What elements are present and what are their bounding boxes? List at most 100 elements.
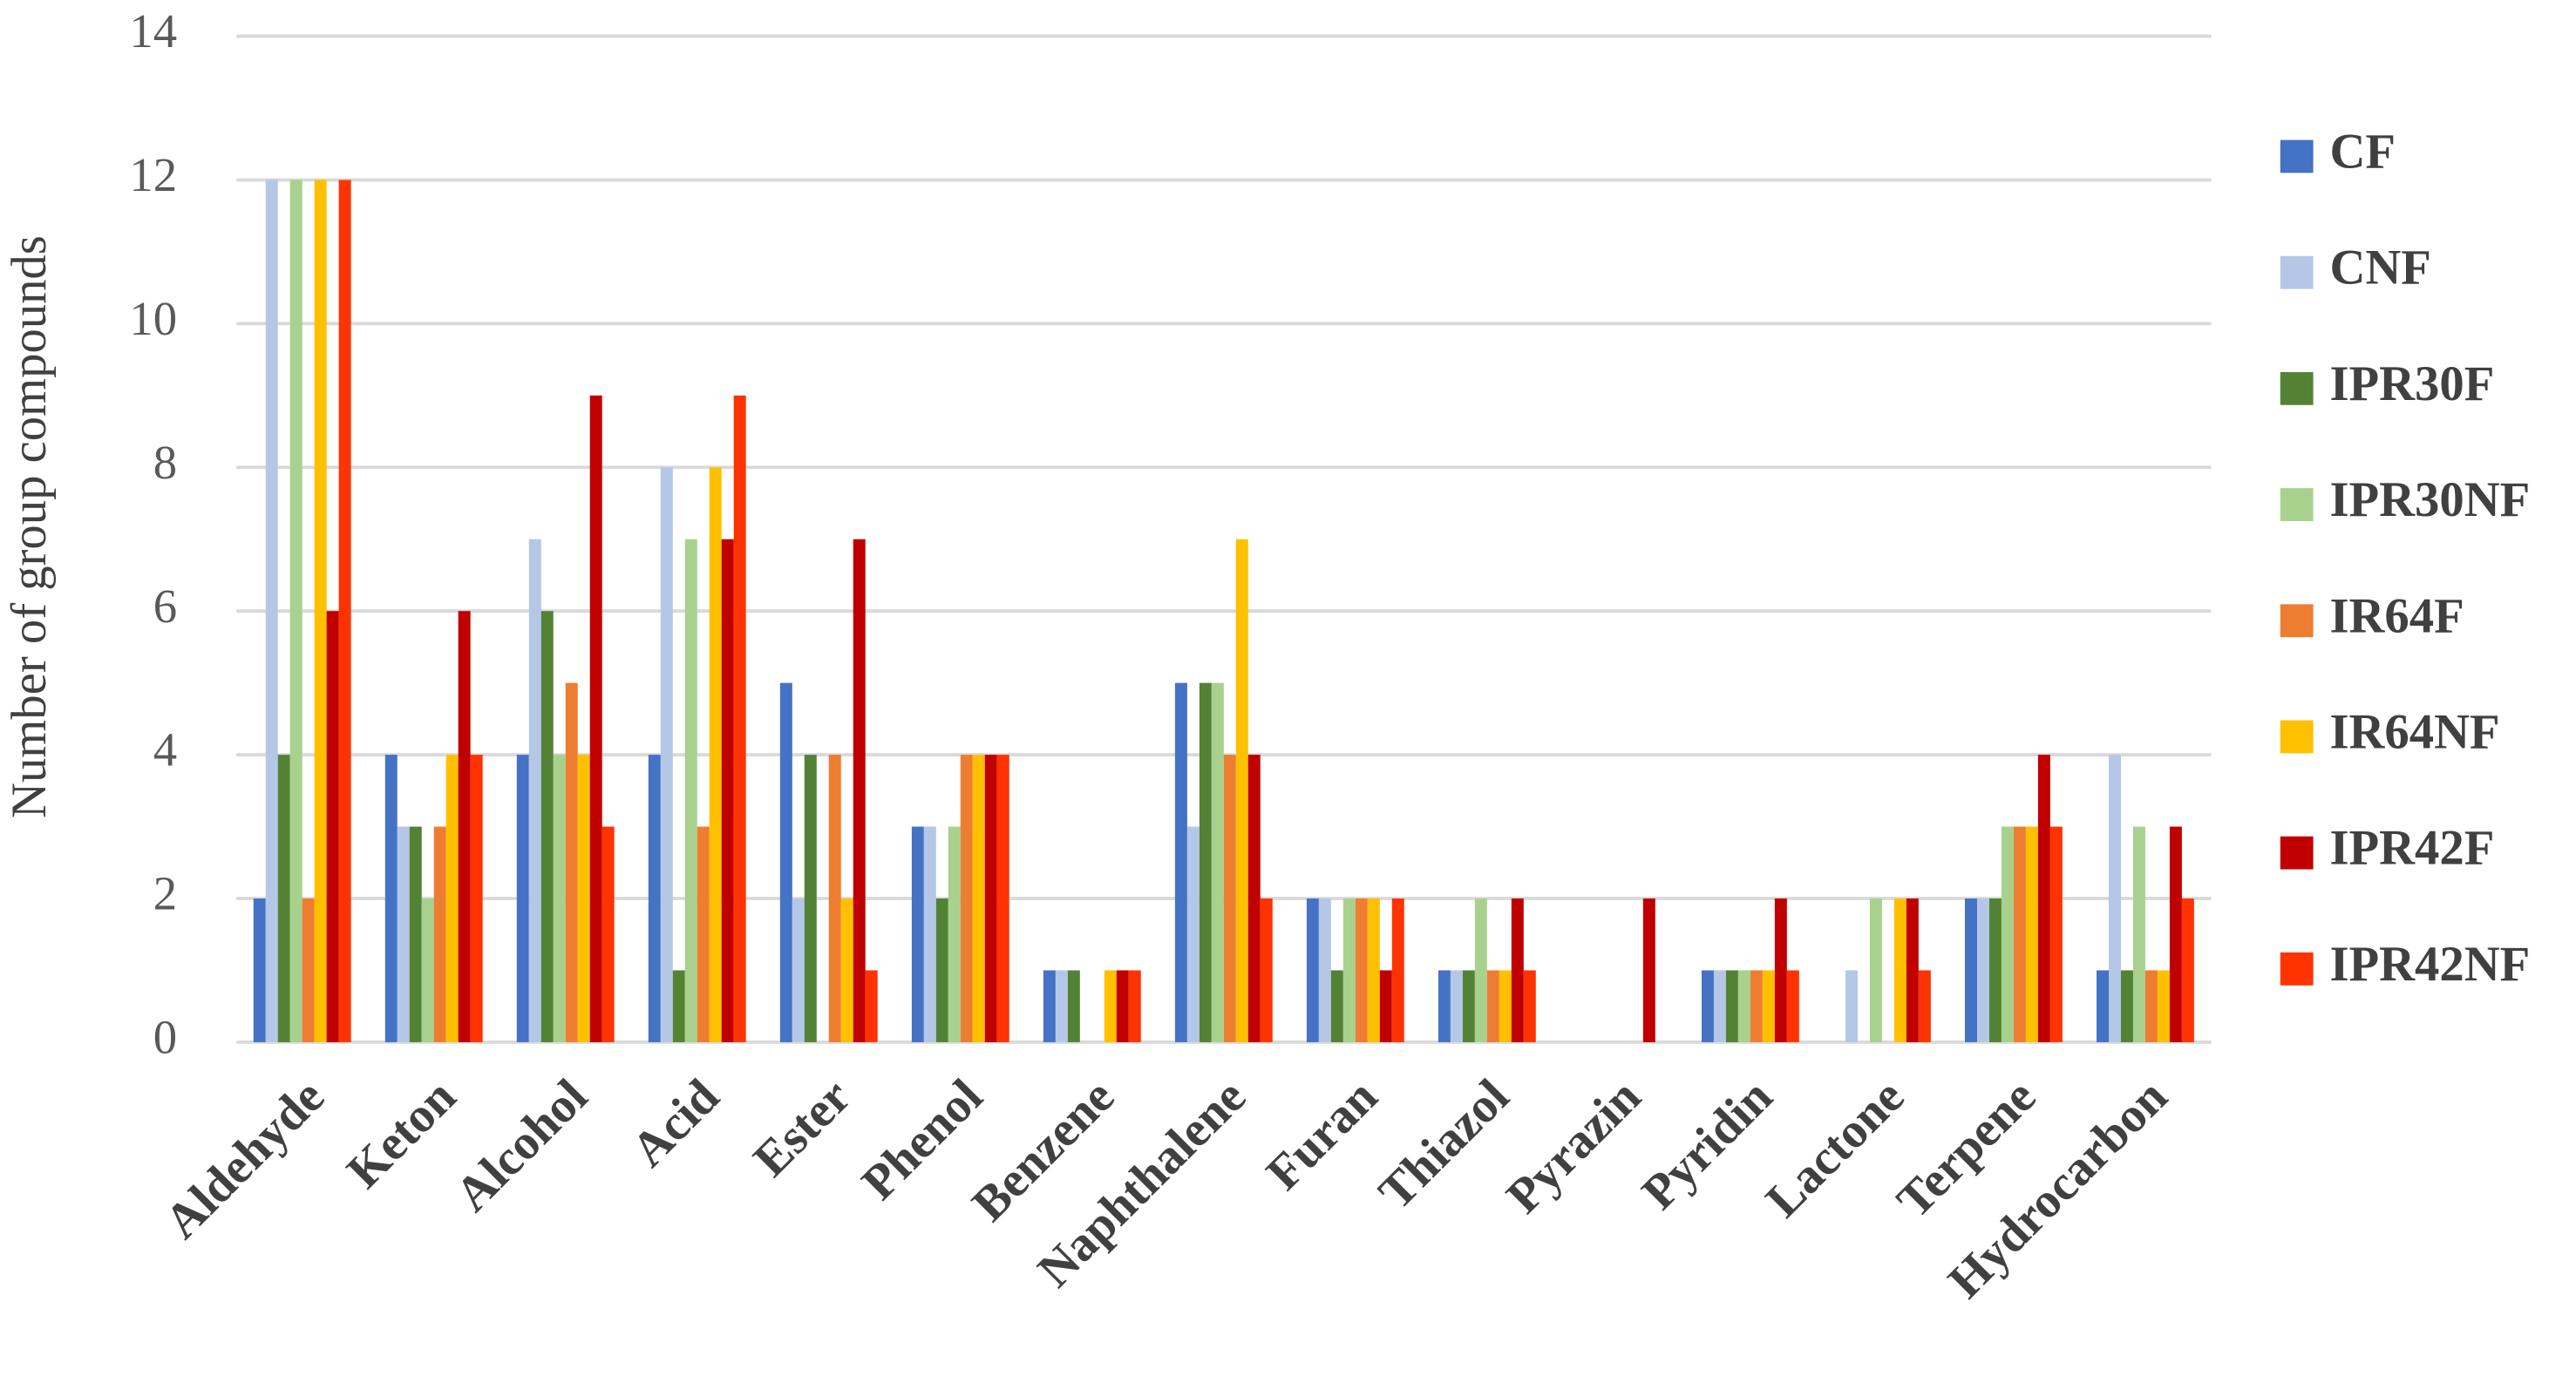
bar — [672, 970, 685, 1042]
bar — [1247, 755, 1261, 1042]
bar — [397, 826, 410, 1042]
x-tick-label: Acid — [622, 1069, 730, 1177]
bar — [779, 682, 792, 1042]
bar — [996, 755, 1009, 1042]
bar — [1342, 898, 1356, 1042]
bar — [792, 898, 805, 1042]
bar — [2144, 970, 2158, 1042]
bar — [1318, 898, 1331, 1042]
bar — [265, 180, 278, 1042]
x-tick-label: Alcohol — [445, 1069, 598, 1222]
bar — [1186, 826, 1200, 1042]
bar — [2157, 970, 2170, 1042]
legend-label: IR64F — [2329, 589, 2464, 643]
bar — [1918, 970, 1931, 1042]
bar — [1486, 970, 1499, 1042]
bar — [660, 467, 673, 1042]
bar — [1116, 970, 1129, 1042]
bar — [1523, 970, 1536, 1042]
bar — [853, 539, 866, 1042]
bar — [1355, 898, 1368, 1042]
legend-swatch — [2280, 604, 2314, 638]
bar — [948, 826, 961, 1042]
bar — [1199, 682, 1212, 1042]
bar — [1976, 898, 1989, 1042]
bar — [984, 755, 997, 1042]
bar — [1306, 898, 1319, 1042]
bar — [2120, 970, 2133, 1042]
bar — [2013, 826, 2026, 1042]
bar — [828, 755, 841, 1042]
bar — [445, 755, 459, 1042]
bar — [1474, 898, 1487, 1042]
bar — [1330, 970, 1343, 1042]
bar — [1043, 970, 1056, 1042]
legend-label: IPR30F — [2329, 357, 2494, 411]
bar — [1450, 970, 1463, 1042]
bar — [1128, 970, 1141, 1042]
bar — [709, 467, 722, 1042]
bar — [602, 826, 615, 1042]
legend-swatch — [2280, 139, 2314, 173]
legend-swatch — [2280, 836, 2314, 870]
legend-swatch — [2280, 488, 2314, 521]
bar — [1988, 898, 2002, 1042]
bar — [528, 539, 541, 1042]
bar — [302, 898, 315, 1042]
legend-label: IPR30NF — [2329, 473, 2530, 527]
bar — [1762, 970, 1775, 1042]
bar — [1055, 970, 1068, 1042]
bar — [1869, 898, 1882, 1042]
bar — [865, 970, 878, 1042]
bar — [384, 755, 398, 1042]
legend-label: CNF — [2329, 241, 2430, 295]
bar — [2049, 826, 2063, 1042]
bar — [684, 539, 697, 1042]
bar — [1774, 898, 1787, 1042]
y-tick-label: 8 — [153, 436, 177, 489]
legend-label: IPR42NF — [2329, 938, 2530, 992]
y-tick-label: 6 — [153, 580, 177, 633]
y-tick-label: 0 — [153, 1010, 177, 1063]
bar — [2097, 970, 2109, 1042]
bar — [433, 826, 446, 1042]
bar — [516, 755, 529, 1042]
x-tick-label: Keton — [337, 1069, 466, 1198]
bar — [589, 395, 602, 1042]
bar — [1737, 970, 1750, 1042]
bar — [697, 826, 710, 1042]
bar — [326, 611, 339, 1042]
bar — [1845, 970, 1858, 1042]
bar — [2108, 755, 2121, 1042]
bar — [1713, 970, 1726, 1042]
bar — [1750, 970, 1763, 1042]
bar — [2132, 826, 2145, 1042]
bar — [840, 898, 853, 1042]
legend-label: IR64NF — [2329, 705, 2499, 759]
x-tick-label: Pyrazin — [1497, 1069, 1651, 1224]
bar — [2037, 755, 2050, 1042]
bar — [1104, 970, 1117, 1042]
bar — [1786, 970, 1799, 1042]
bar — [1462, 970, 1475, 1042]
bar — [960, 755, 973, 1042]
bar — [1964, 898, 1977, 1042]
bar — [935, 898, 948, 1042]
bar — [1725, 970, 1738, 1042]
bar — [1235, 539, 1248, 1042]
bar — [338, 180, 351, 1042]
bar — [1893, 898, 1907, 1042]
x-tick-label: Ester — [744, 1069, 861, 1187]
legend-swatch — [2280, 255, 2314, 289]
legend-label: IPR42F — [2329, 822, 2494, 876]
x-tick-label: Thiazol — [1369, 1069, 1519, 1220]
bar — [1642, 898, 1655, 1042]
bar — [553, 755, 566, 1042]
bar — [1223, 755, 1236, 1042]
x-tick-label: Pyridin — [1632, 1069, 1783, 1220]
bar — [911, 826, 924, 1042]
bar — [2169, 826, 2182, 1042]
bar — [1511, 898, 1524, 1042]
